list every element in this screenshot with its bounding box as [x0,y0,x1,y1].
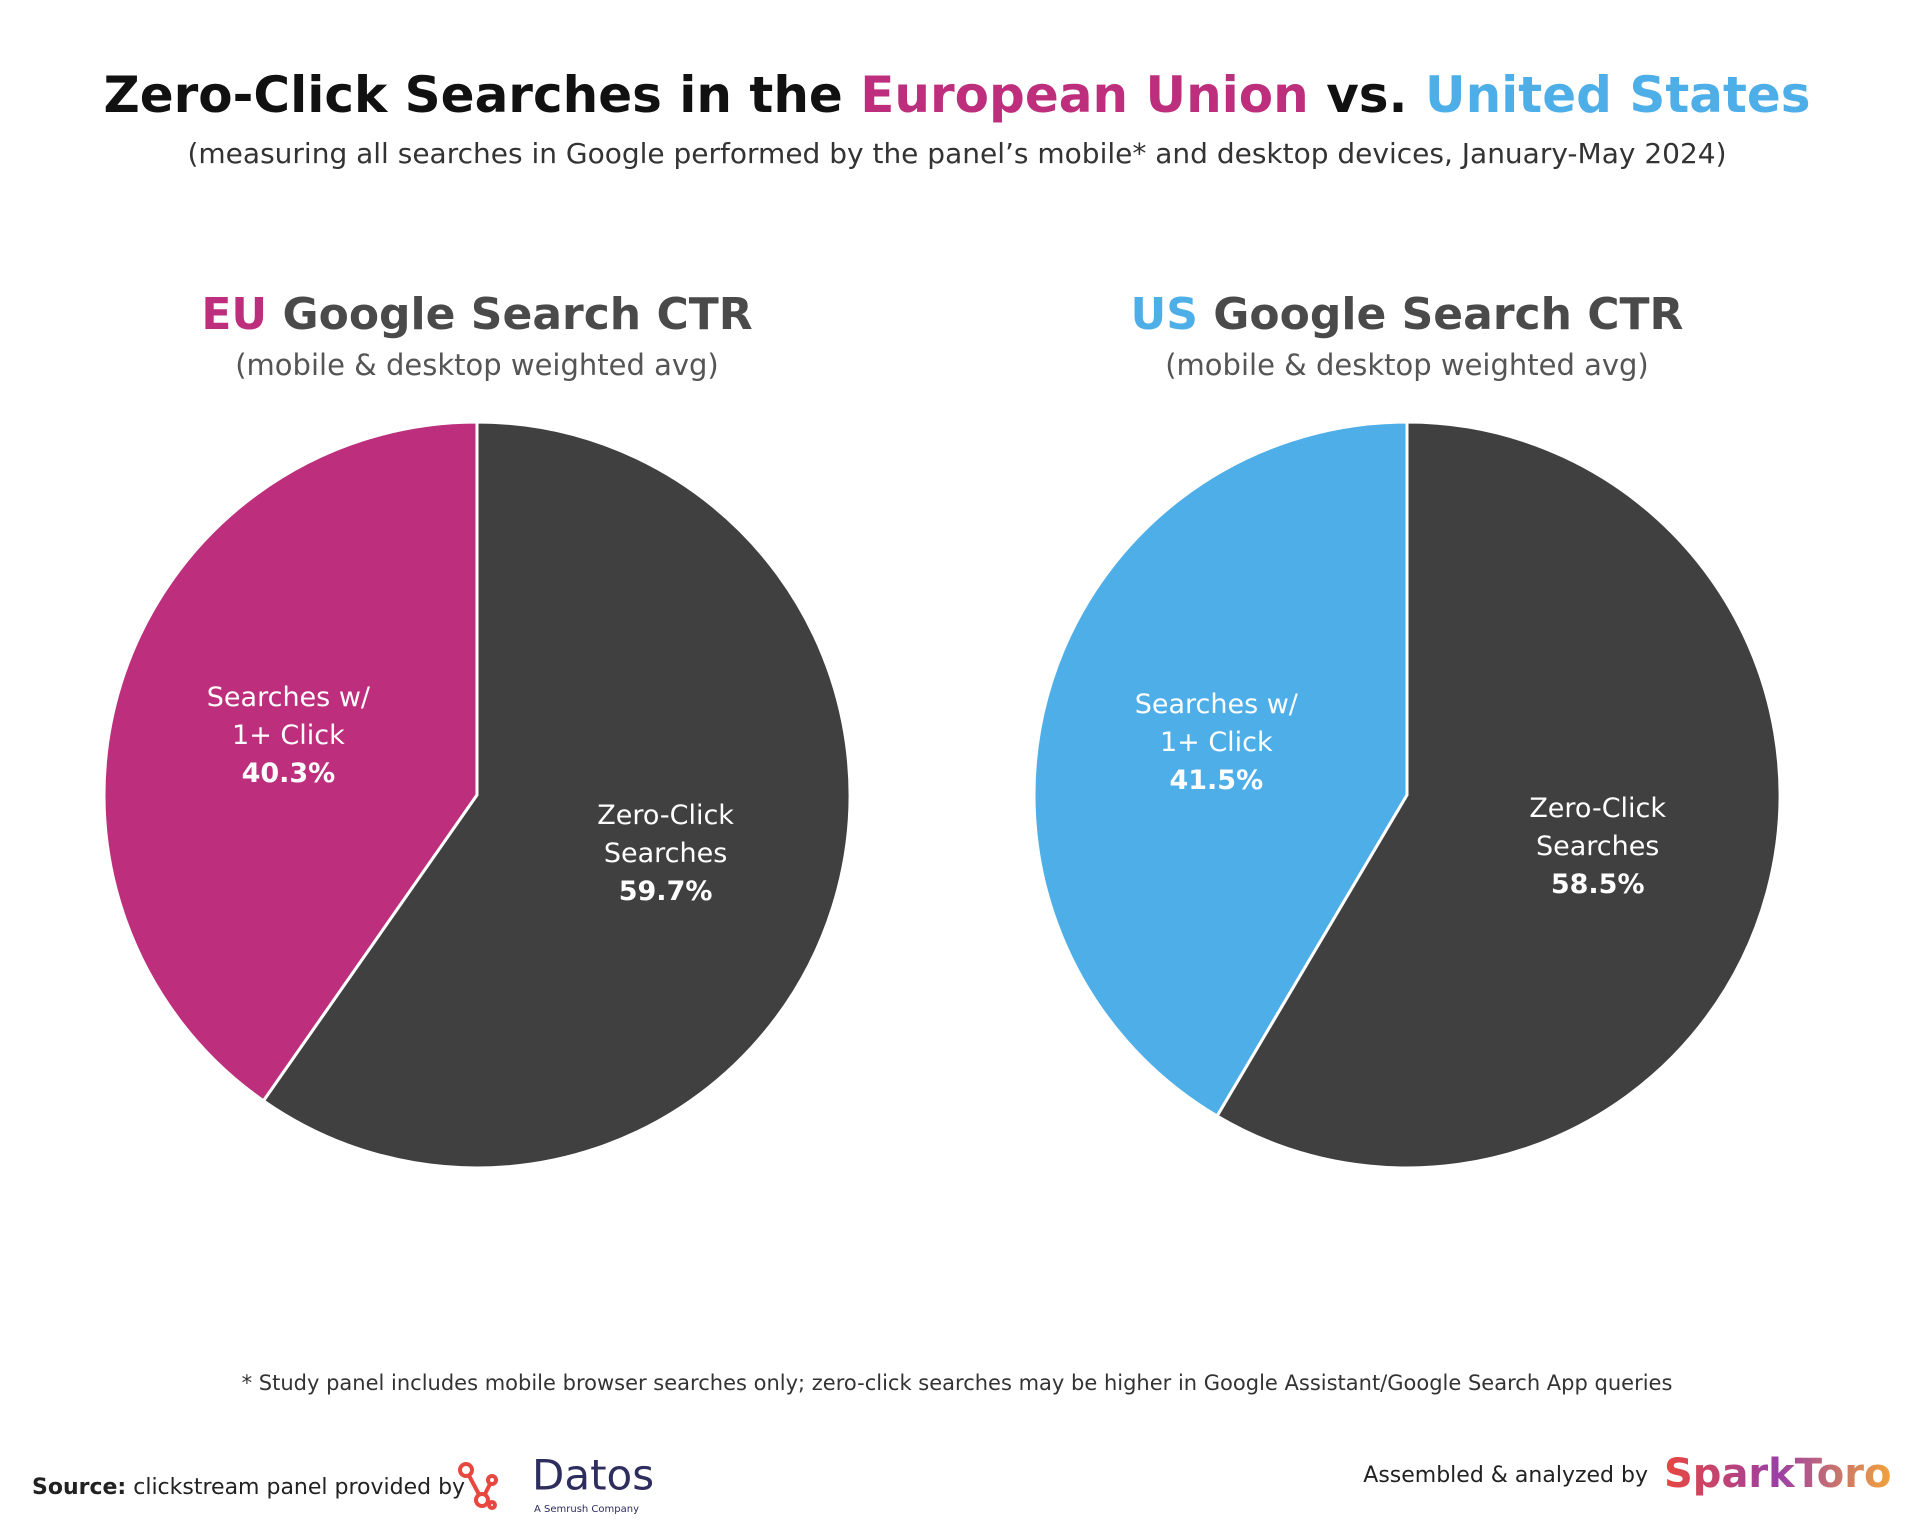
slice-label: Searches w/ 1+ Click 41.5% [1121,686,1311,800]
subtitle: (measuring all searches in Google perfor… [187,137,1726,170]
pie-title-part: US [1131,289,1198,340]
pie-slice [1032,420,1409,1119]
title: Zero-Click Searches in the European Unio… [103,66,1810,124]
slice-value: 58.5% [1550,869,1645,901]
pie-title: EU Google Search CTR [201,289,752,340]
sparktoro-logo: SparkToro [1664,1451,1891,1497]
pie-title-part: Google Search CTR [1213,289,1683,340]
slice-label: Zero-Click Searches 58.5% [1503,790,1693,904]
slice-category: Zero-Click Searches [597,800,734,870]
slice-category: Searches w/ 1+ Click [1134,688,1298,758]
pie-slice [1215,420,1782,1170]
pie-slice [261,420,852,1170]
pie-subtitle: (mobile & desktop weighted avg) [1165,348,1649,382]
footnote: * Study panel includes mobile browser se… [242,1371,1673,1395]
title-part: European Union [860,66,1309,124]
title-part: vs. [1326,66,1407,124]
slice-value: 59.7% [618,876,713,908]
pie-slice [102,420,479,1103]
datos-logo: Datos [532,1451,654,1500]
pie-title-part: Google Search CTR [282,289,752,340]
source-text: clickstream panel provided by [133,1475,465,1500]
slice-label: Searches w/ 1+ Click 40.3% [193,679,383,793]
pie-subtitle: (mobile & desktop weighted avg) [235,348,719,382]
source: Source: clickstream panel provided by [32,1475,465,1500]
credit: Assembled & analyzed by [1363,1463,1648,1488]
title-part: Zero-Click Searches in the [103,66,842,124]
datos-icon [458,1462,498,1510]
datos-tagline: A Semrush Company [534,1504,639,1515]
slice-category: Searches w/ 1+ Click [206,681,370,751]
slice-value: 40.3% [241,757,336,789]
title-part: United States [1425,66,1811,124]
pie-title: US Google Search CTR [1131,289,1684,340]
slice-label: Zero-Click Searches 59.7% [571,797,761,911]
pies [102,420,1782,1170]
slice-value: 41.5% [1169,764,1264,796]
source-label: Source: [32,1475,126,1500]
slice-category: Zero-Click Searches [1529,793,1667,863]
pie-title-part: EU [201,289,267,340]
